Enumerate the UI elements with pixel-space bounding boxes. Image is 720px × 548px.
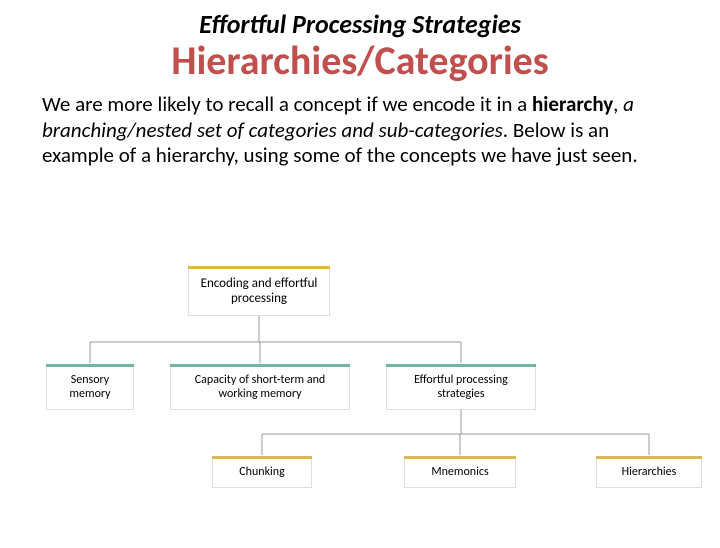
- node-l2-2-label: Effortful processing strategies: [393, 374, 529, 402]
- node-l3-2: Hierarchies: [596, 458, 702, 488]
- node-l3-1-label: Mnemonics: [431, 466, 488, 480]
- node-l3-2-label: Hierarchies: [622, 466, 677, 480]
- node-l2-1: Capacity of short-term and working memor…: [170, 366, 350, 410]
- node-l2-2-accent: [386, 364, 536, 367]
- node-l2-0: Sensory memory: [46, 366, 134, 410]
- para-comma: ,: [613, 91, 623, 117]
- para-bold-term: hierarchy: [532, 91, 613, 117]
- node-l3-1-accent: [404, 456, 516, 459]
- node-l3-0: Chunking: [212, 458, 312, 488]
- node-l3-0-accent: [212, 456, 312, 459]
- para-lead: We are more likely to recall a concept i…: [42, 91, 532, 117]
- body-paragraph: We are more likely to recall a concept i…: [42, 92, 678, 169]
- node-l2-0-accent: [46, 364, 134, 367]
- node-l2-1-label: Capacity of short-term and working memor…: [177, 374, 343, 402]
- node-l3-2-accent: [596, 456, 702, 459]
- node-root-accent: [188, 266, 330, 269]
- slide-title: Hierarchies/Categories: [0, 40, 720, 82]
- node-l2-0-label: Sensory memory: [53, 374, 127, 402]
- node-l3-1: Mnemonics: [404, 458, 516, 488]
- node-l2-2: Effortful processing strategies: [386, 366, 536, 410]
- hierarchy-diagram: Encoding and effortful processing Sensory…: [0, 268, 720, 528]
- node-root: Encoding and effortful processing: [188, 268, 330, 316]
- node-l2-1-accent: [170, 364, 350, 367]
- node-l3-0-label: Chunking: [239, 466, 284, 480]
- node-root-label: Encoding and effortful processing: [195, 277, 323, 307]
